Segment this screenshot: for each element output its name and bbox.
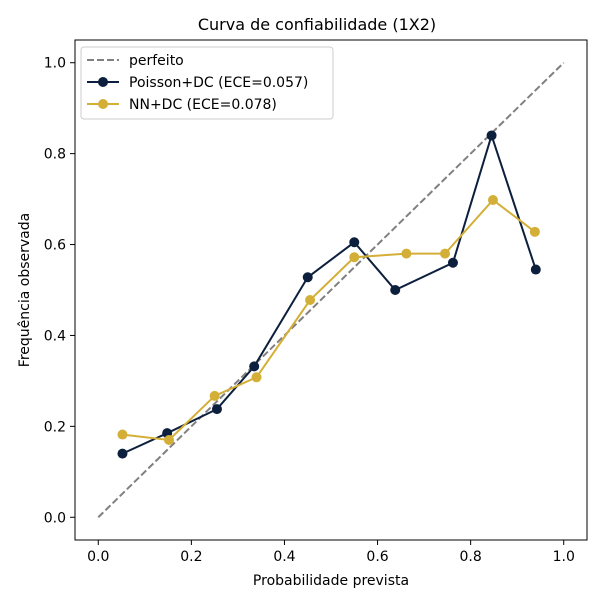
- series-2-point-1: [164, 435, 175, 445]
- legend-marker-1: [98, 77, 108, 87]
- x-tick-label-5: 1.0: [553, 549, 575, 565]
- x-tick-label-3: 0.6: [366, 549, 388, 565]
- series-1-point-5: [349, 237, 360, 248]
- y-tick-label-3: 0.6: [44, 238, 66, 254]
- series-2-point-3: [251, 372, 262, 383]
- y-tick-label-0: 0.0: [44, 510, 66, 526]
- plot-layer: [97, 62, 565, 518]
- series-2-point-8: [487, 195, 498, 205]
- series-1-point-7: [447, 257, 458, 268]
- series-1-point-0: [117, 448, 128, 459]
- y-axis-label: Frequência observada: [17, 213, 33, 367]
- series-line-1: [122, 132, 537, 455]
- legend-box: [80, 46, 334, 120]
- x-tick-label-1: 0.2: [180, 549, 202, 565]
- series-2-point-7: [440, 248, 451, 259]
- y-tick-label-5: 1.0: [44, 56, 66, 72]
- series-1-point-3: [249, 361, 260, 372]
- series-line-0: [97, 62, 565, 518]
- series-2-point-0: [117, 429, 128, 440]
- series-1-point-6: [390, 285, 401, 295]
- series-2-point-6: [401, 248, 412, 259]
- axes-layer: 0.0 0.2 0.4 0.6 0.8 1.0 0.0 0.2 0.4 0.6 0.8 1.0: [44, 39, 588, 565]
- series-1-point-2: [211, 404, 222, 415]
- legend-marker-2: [98, 99, 108, 109]
- legend-label-2: NN+DC (ECE=0.078): [129, 97, 277, 113]
- x-tick-label-4: 0.8: [460, 549, 482, 565]
- series-1-point-9: [530, 264, 541, 275]
- legend-label-1: Poisson+DC (ECE=0.057): [129, 75, 308, 91]
- legend: perfeito Poisson+DC (ECE=0.057) NN+DC (ECE…: [80, 46, 334, 120]
- x-tick-label-2: 0.4: [273, 549, 295, 565]
- y-tick-label-4: 0.8: [44, 147, 66, 163]
- y-tick-label-1: 0.2: [44, 419, 66, 435]
- x-axis-label: Probabilidade prevista: [253, 573, 409, 589]
- x-tick-label-0: 0.0: [87, 549, 109, 565]
- series-2-point-4: [305, 295, 316, 305]
- series-2-point-9: [529, 226, 540, 237]
- legend-label-0: perfeito: [129, 53, 184, 69]
- chart-title: Curva de confiabilidade (1X2): [198, 15, 436, 34]
- series-2-point-2: [209, 390, 220, 401]
- series-2-point-5: [349, 252, 360, 263]
- plot-frame: [74, 39, 588, 541]
- series-1-point-4: [302, 272, 313, 283]
- series-1-point-8: [486, 130, 497, 141]
- series-line-2: [122, 198, 536, 442]
- y-tick-label-2: 0.4: [44, 328, 66, 344]
